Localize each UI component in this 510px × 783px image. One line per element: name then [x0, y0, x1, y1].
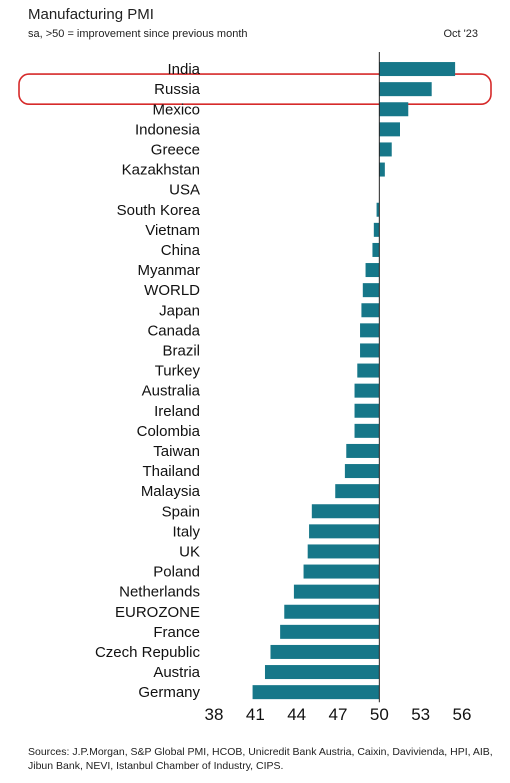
category-label-germany: Germany [138, 684, 200, 701]
category-label-usa: USA [169, 182, 200, 199]
bar-colombia [354, 423, 380, 438]
x-tick-53: 53 [411, 705, 430, 724]
x-tick-38: 38 [205, 705, 224, 724]
category-label-brazil: Brazil [162, 342, 200, 359]
category-label-australia: Australia [142, 383, 201, 400]
category-label-spain: Spain [162, 503, 200, 520]
bar-south-korea [376, 202, 380, 217]
category-label-poland: Poland [153, 564, 200, 581]
category-label-china: China [161, 242, 201, 259]
category-label-canada: Canada [147, 322, 200, 339]
bar-australia [354, 383, 380, 398]
bar-china [372, 242, 380, 257]
bar-poland [303, 564, 380, 579]
category-label-indonesia: Indonesia [135, 121, 201, 138]
bar-indonesia [379, 122, 400, 137]
bar-malaysia [335, 484, 380, 499]
category-label-myanmar: Myanmar [137, 262, 200, 279]
chart-subtitle: sa, >50 = improvement since previous mon… [28, 28, 248, 40]
category-label-turkey: Turkey [155, 363, 201, 380]
bar-russia [379, 82, 432, 97]
category-label-uk: UK [179, 543, 200, 560]
category-label-south-korea: South Korea [117, 202, 201, 219]
category-label-austria: Austria [153, 664, 200, 681]
category-label-malaysia: Malaysia [141, 483, 201, 500]
category-label-world: WORLD [144, 282, 200, 299]
bar-brazil [360, 343, 380, 358]
category-label-vietnam: Vietnam [145, 222, 200, 239]
category-label-mexico: Mexico [152, 101, 200, 118]
x-tick-56: 56 [453, 705, 472, 724]
bar-canada [360, 323, 380, 338]
category-label-india: India [167, 61, 200, 78]
bar-taiwan [346, 443, 380, 458]
category-label-greece: Greece [151, 141, 200, 158]
category-label-italy: Italy [172, 523, 200, 540]
chart-date: Oct '23 [443, 28, 478, 40]
category-label-france: France [153, 624, 200, 641]
bar-spain [311, 504, 380, 519]
bar-ireland [354, 403, 380, 418]
bar-france [280, 624, 380, 639]
bar-vietnam [373, 222, 380, 237]
bar-japan [361, 303, 380, 318]
category-label-colombia: Colombia [137, 423, 201, 440]
bar-kazakhstan [379, 162, 385, 177]
bar-netherlands [293, 584, 380, 599]
x-tick-50: 50 [370, 705, 389, 724]
bar-czech-republic [270, 644, 380, 659]
bar-uk [307, 544, 380, 559]
category-label-japan: Japan [159, 302, 200, 319]
bar-italy [309, 524, 380, 539]
bar-turkey [357, 363, 380, 378]
category-label-netherlands: Netherlands [119, 584, 200, 601]
pmi-bar-chart: India Russia Mexico Indonesia Greece Kazakhst… [18, 52, 492, 724]
category-label-taiwan: Taiwan [153, 443, 200, 460]
category-label-russia: Russia [154, 81, 201, 98]
x-tick-44: 44 [287, 705, 306, 724]
category-label-thailand: Thailand [142, 463, 200, 480]
bar-germany [252, 685, 380, 700]
bar-greece [379, 142, 392, 157]
category-label-czech-republic: Czech Republic [95, 644, 201, 661]
category-label-eurozone: EUROZONE [115, 604, 200, 621]
bar-thailand [344, 464, 380, 479]
bar-austria [264, 665, 380, 680]
bar-world [362, 283, 380, 298]
category-label-ireland: Ireland [154, 403, 200, 420]
bar-myanmar [365, 263, 380, 278]
x-tick-47: 47 [329, 705, 348, 724]
category-label-kazakhstan: Kazakhstan [122, 162, 200, 179]
bar-india [379, 62, 456, 77]
source-note: Sources: J.P.Morgan, S&P Global PMI, HCO… [28, 746, 493, 772]
bar-mexico [379, 102, 409, 117]
highlight-outline [18, 73, 492, 105]
chart-title: Manufacturing PMI [28, 6, 154, 23]
x-tick-41: 41 [246, 705, 265, 724]
bar-eurozone [284, 604, 380, 619]
